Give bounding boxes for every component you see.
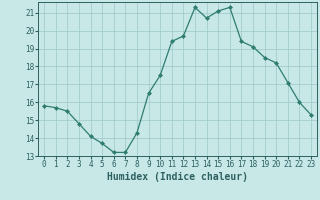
X-axis label: Humidex (Indice chaleur): Humidex (Indice chaleur): [107, 172, 248, 182]
